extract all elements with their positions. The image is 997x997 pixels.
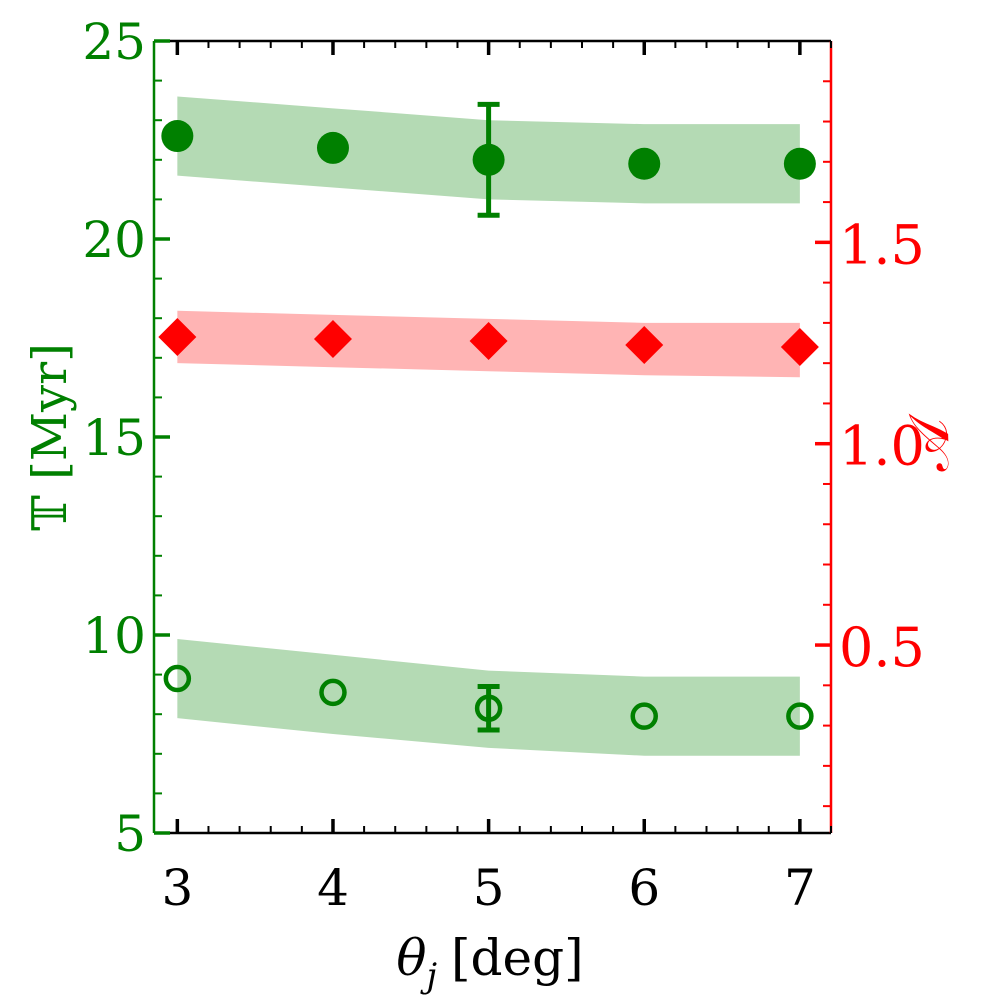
point-series-0-2	[472, 143, 505, 176]
y-right-tick-label-1: 1.0	[839, 415, 925, 478]
y-left-tick-label-3: 20	[82, 211, 146, 269]
y-right-tick-label-2: 1.5	[839, 213, 925, 276]
x-axis-label: θj [deg]	[396, 929, 583, 996]
x-axis-label-unit: [deg]	[451, 929, 584, 987]
data-points	[158, 120, 819, 730]
point-series-1-4	[786, 702, 814, 730]
x-tick-label-4: 7	[784, 859, 816, 917]
tick-labels: 3 4 5 6 7 5 10 15 20 25 0.5 1.0 1.5	[82, 13, 925, 917]
y-left-tick-label-4: 25	[82, 13, 146, 71]
y-left-tick-label-2: 15	[82, 409, 146, 467]
point-series-1-2	[474, 694, 503, 723]
y-left-tick-label-0: 5	[114, 805, 146, 863]
point-series-0-0	[161, 120, 194, 153]
x-tick-label-3: 6	[628, 859, 660, 917]
x-axis-label-main: θ	[396, 929, 426, 987]
point-series-1-3	[630, 702, 658, 730]
axis-ticks	[154, 39, 832, 835]
point-series-0-1	[316, 131, 349, 164]
x-tick-label-0: 3	[161, 859, 193, 917]
point-series-2-0	[158, 317, 197, 356]
point-series-2-1	[313, 320, 352, 359]
point-series-0-4	[783, 147, 816, 180]
point-series-0-3	[628, 147, 661, 180]
x-tick-label-2: 5	[473, 859, 505, 917]
point-series-2-2	[469, 322, 508, 361]
point-series-1-1	[319, 678, 347, 707]
y-right-tick-label-0: 0.5	[839, 616, 925, 679]
y-axis-right-label: 𝒜	[897, 412, 962, 471]
y-axis-left-label: 𝕋 [Myr]	[22, 343, 78, 531]
point-series-2-3	[625, 326, 664, 365]
point-series-2-4	[780, 328, 819, 367]
point-series-1-0	[163, 664, 192, 693]
x-tick-label-1: 4	[317, 859, 349, 917]
y-left-tick-label-1: 10	[82, 607, 146, 665]
